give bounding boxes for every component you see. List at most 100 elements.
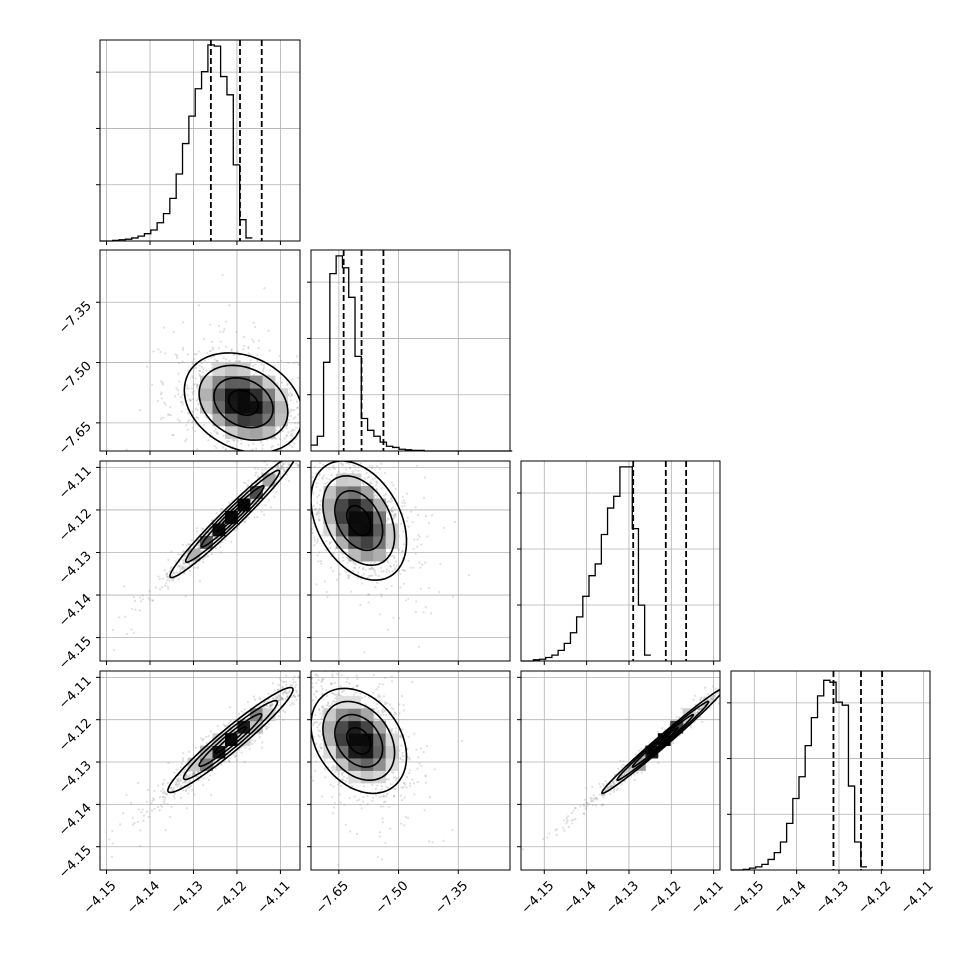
sample-point	[297, 413, 300, 416]
sample-point	[172, 433, 175, 437]
sample-point	[228, 760, 232, 764]
sample-point	[305, 682, 307, 684]
sample-point	[224, 725, 227, 728]
sample-point	[185, 544, 188, 547]
sample-point	[398, 570, 401, 573]
sample-point	[412, 566, 415, 569]
sample-point	[414, 506, 417, 509]
sample-point	[176, 778, 179, 781]
sample-point	[386, 517, 389, 520]
sample-point	[157, 348, 160, 351]
sample-point	[382, 494, 386, 497]
sample-point	[166, 802, 169, 806]
sample-point	[223, 760, 226, 764]
sample-point	[402, 582, 405, 585]
sample-point	[303, 454, 305, 456]
sample-point	[245, 518, 248, 521]
sample-point	[176, 778, 179, 781]
contour-line	[200, 484, 265, 548]
sample-point	[391, 510, 395, 513]
sample-point	[303, 453, 305, 455]
sample-point	[299, 458, 301, 460]
contour-line	[322, 475, 396, 566]
sample-point	[313, 536, 316, 539]
sample-point	[130, 628, 133, 631]
sample-point	[321, 679, 324, 682]
sample-point	[297, 463, 300, 467]
sample-point	[167, 576, 170, 579]
sample-point	[184, 554, 188, 557]
sample-point	[302, 678, 304, 680]
sample-point	[328, 467, 331, 471]
sample-point	[301, 454, 303, 456]
sample-point	[289, 399, 292, 402]
sample-point	[209, 774, 212, 777]
sample-point	[295, 462, 298, 465]
sample-point	[191, 362, 194, 366]
sample-point	[215, 446, 218, 450]
sample-point	[205, 735, 208, 739]
sample-point	[301, 685, 303, 687]
sample-point	[347, 574, 350, 577]
sample-point	[302, 461, 304, 463]
sample-point	[260, 441, 263, 444]
sample-point	[312, 504, 315, 508]
sample-point	[141, 808, 144, 811]
sample-point	[174, 353, 177, 356]
sample-point	[430, 612, 433, 615]
density-bin	[262, 425, 276, 439]
sample-point	[355, 452, 357, 454]
sample-point	[292, 694, 296, 697]
sample-point	[198, 369, 201, 372]
sample-point	[333, 700, 336, 703]
sample-point	[188, 786, 191, 789]
sample-point	[175, 782, 178, 786]
sample-point	[246, 485, 249, 488]
sample-point	[357, 470, 360, 473]
sample-point	[282, 709, 285, 713]
sample-point	[286, 696, 289, 699]
sample-point	[217, 347, 221, 350]
sample-point	[177, 393, 180, 396]
sample-point	[302, 422, 304, 424]
contour-line	[198, 364, 289, 441]
sample-point	[162, 326, 165, 329]
sample-point	[243, 760, 246, 764]
sample-point	[207, 439, 210, 442]
sample-point	[313, 430, 315, 432]
density-bin	[225, 413, 238, 427]
sample-point	[300, 701, 302, 703]
sample-point	[227, 759, 230, 762]
sample-point	[137, 808, 140, 811]
sample-point	[161, 783, 165, 786]
sample-point	[330, 414, 332, 416]
sample-point	[168, 406, 172, 409]
sample-point	[419, 566, 422, 569]
sample-point	[179, 566, 182, 569]
sample-point	[216, 360, 219, 363]
sample-point	[163, 792, 166, 795]
sample-point	[453, 520, 457, 523]
sample-point	[369, 574, 372, 577]
sample-point	[301, 678, 303, 680]
sample-point	[336, 430, 338, 432]
sample-point	[302, 680, 304, 682]
sample-point	[392, 563, 396, 567]
sample-point	[289, 391, 292, 394]
sample-point	[184, 565, 187, 568]
sample-point	[385, 795, 388, 798]
sample-point	[240, 751, 243, 754]
sample-point	[297, 676, 300, 679]
sample-point	[191, 376, 194, 379]
sample-point	[214, 428, 218, 431]
sample-point	[227, 501, 231, 504]
density-bin	[237, 400, 251, 414]
sample-point	[356, 576, 359, 579]
sample-point	[173, 771, 176, 774]
sample-point	[392, 616, 395, 619]
sample-point	[461, 740, 464, 743]
sample-point	[192, 773, 195, 776]
sample-point	[123, 585, 126, 588]
sample-point	[293, 442, 296, 445]
sample-point	[224, 447, 228, 451]
